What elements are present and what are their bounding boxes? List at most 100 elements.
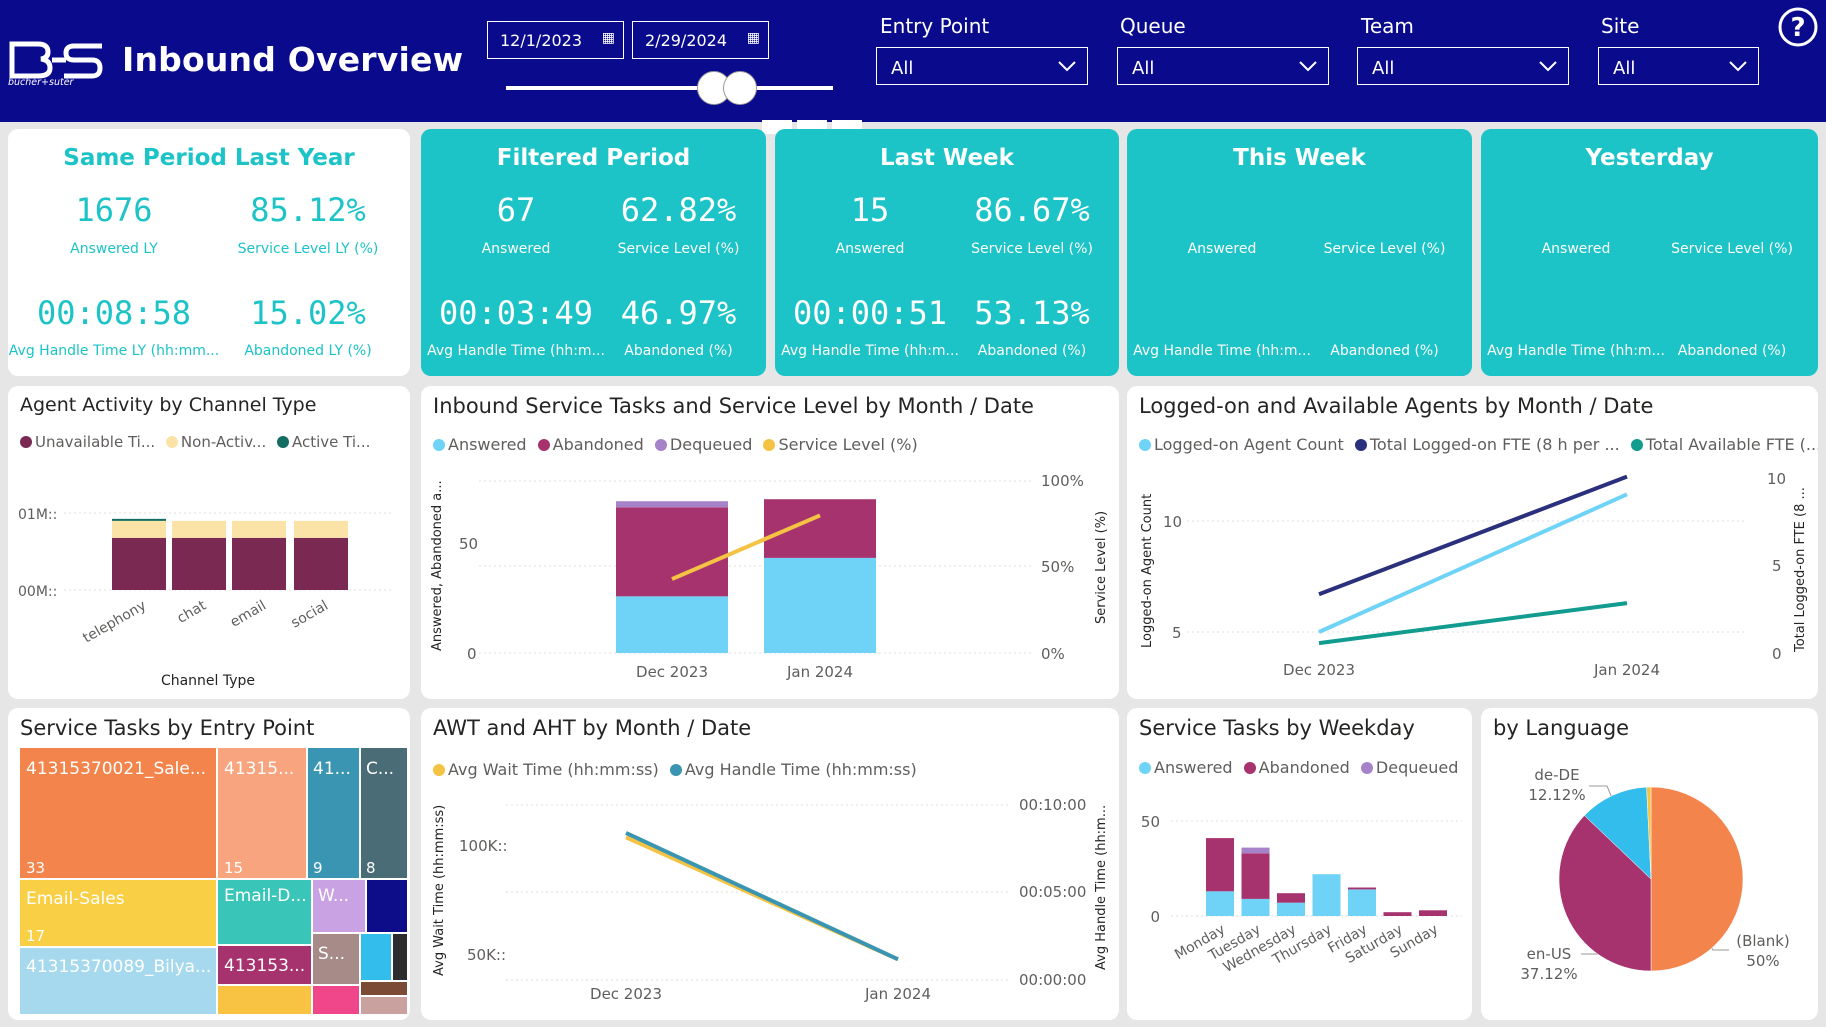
queue-dropdown[interactable]: All: [1117, 47, 1329, 85]
legend-label: Total Available FTE (...: [1645, 435, 1818, 454]
legend-item-answered[interactable]: Answered: [1139, 758, 1233, 777]
agent-activity-legend[interactable]: Unavailable Ti... Non-Activ... Active Ti…: [20, 433, 376, 451]
team-dropdown[interactable]: All: [1357, 47, 1569, 85]
bar-segment: [232, 520, 286, 538]
site-value: All: [1613, 58, 1636, 79]
treemap-tile[interactable]: [361, 982, 407, 995]
treemap-tile[interactable]: 413153...: [218, 946, 311, 984]
legend-item-answered[interactable]: Answered: [433, 435, 527, 454]
entry-point-label: Entry Point: [880, 14, 990, 38]
entry-point-dropdown[interactable]: All: [876, 47, 1088, 85]
legend-item-abandoned[interactable]: Abandoned: [1243, 758, 1350, 777]
awt-aht-chart[interactable]: 100K:: 50K:: 00:10:00 00:05:00 00:00:00 …: [421, 708, 1119, 1020]
treemap-tile[interactable]: Email-D...: [218, 880, 311, 944]
x-tick-label: email: [228, 598, 269, 631]
entry-point-treemap[interactable]: 41315370021_Sale... 33 41315... 15 41...…: [8, 708, 410, 1020]
weekday-panel[interactable]: Service Tasks by Weekday Answered Abando…: [1127, 708, 1472, 1020]
queue-value: All: [1132, 58, 1155, 79]
legend-dot: [277, 436, 290, 448]
x-tick-label: Jan 2024: [864, 985, 931, 1003]
legend-item-active[interactable]: Active Ti...: [277, 433, 370, 451]
legend-label: Avg Handle Time (hh:mm:ss): [684, 760, 917, 779]
awt-aht-panel[interactable]: AWT and AHT by Month / Date Avg Wait Tim…: [421, 708, 1119, 1020]
y-right-axis-title: Total Logged-on FTE (8 ...: [1793, 487, 1808, 653]
logged-on-agents-legend[interactable]: Logged-on Agent Count Total Logged-on FT…: [1139, 435, 1818, 454]
treemap-tile[interactable]: [393, 934, 407, 980]
legend-item-dequeued[interactable]: Dequeued: [654, 435, 753, 454]
legend-item-dequeued[interactable]: Dequeued: [1360, 758, 1459, 777]
end-date-input[interactable]: 2/29/2024 ▦: [632, 21, 769, 59]
language-panel[interactable]: by Language de-DE 12.12% en-US 37.12% (B…: [1481, 708, 1818, 1020]
service-tasks-legend[interactable]: Answered Abandoned Dequeued Service Leve…: [433, 435, 924, 454]
logo-text: bucher+suter: [8, 77, 75, 86]
legend-label: Dequeued: [1375, 758, 1459, 777]
panel-title: Logged-on and Available Agents by Month …: [1139, 394, 1654, 418]
treemap-tile[interactable]: C... 8: [361, 748, 407, 878]
y-tick-label: 50K::: [467, 946, 506, 964]
treemap-tile[interactable]: [218, 986, 311, 1014]
treemap-tile-label: W...: [318, 886, 349, 906]
bar-segment: [294, 537, 348, 590]
treemap-tile[interactable]: 41315... 15: [218, 748, 306, 878]
site-dropdown[interactable]: All: [1598, 47, 1759, 85]
treemap-tile[interactable]: S...: [313, 934, 359, 984]
treemap-tile[interactable]: [367, 880, 407, 932]
calendar-icon[interactable]: ▦: [601, 30, 615, 46]
service-tasks-month-chart[interactable]: 50 0 100% 50% 0% Answered, Abandoned a..…: [421, 386, 1119, 699]
logged-on-agents-chart[interactable]: 10 5 10 5 0 Logged-on Agent Count Total …: [1127, 386, 1818, 699]
treemap-tile[interactable]: [361, 997, 407, 1014]
legend-item-available-fte[interactable]: Total Available FTE (...: [1630, 435, 1818, 454]
calendar-icon[interactable]: ▦: [746, 30, 760, 46]
kpi-abandoned-label: Abandoned (%): [1330, 343, 1439, 359]
weekday-legend[interactable]: Answered Abandoned Dequeued: [1139, 758, 1464, 777]
legend-item-non-active[interactable]: Non-Activ...: [165, 433, 266, 451]
treemap-tile-label: 41315370021_Sale...: [26, 759, 206, 779]
legend-label: Logged-on Agent Count: [1154, 435, 1344, 454]
treemap-tile[interactable]: [361, 934, 391, 980]
legend-item-logged-on-fte[interactable]: Total Logged-on FTE (8 h per ...: [1354, 435, 1620, 454]
bar-segment: [1241, 847, 1270, 854]
treemap-tile-label: 41315370089_Bilya...: [26, 957, 211, 977]
treemap-tile-label: 413153...: [224, 956, 305, 976]
start-date-input[interactable]: 12/1/2023 ▦: [487, 21, 624, 59]
weekday-chart[interactable]: 50 0 MondayTuesdayWednesdayThursdayFrida…: [1127, 708, 1472, 1020]
legend-label: Dequeued: [669, 435, 753, 454]
legend-item-service-level[interactable]: Service Level (%): [763, 435, 918, 454]
bar-segment: [112, 518, 166, 521]
treemap-tile[interactable]: 41315370021_Sale... 33: [20, 748, 216, 878]
help-icon[interactable]: ?: [1778, 7, 1818, 47]
legend-dot: [763, 439, 776, 451]
legend-item-unavailable[interactable]: Unavailable Ti...: [20, 433, 155, 451]
kpi-card-filtered-period: Filtered Period 67 Answered 62.82% Servi…: [421, 129, 766, 376]
pie-slice: [1650, 786, 1744, 972]
kpi-aht-value: 00:08:58: [36, 294, 192, 332]
panel-title: Service Tasks by Entry Point: [20, 716, 315, 740]
treemap-tile[interactable]: Email-Sales 17: [20, 880, 216, 946]
treemap-tile[interactable]: [313, 986, 359, 1014]
legend-item-avg-wait-time[interactable]: Avg Wait Time (hh:mm:ss): [433, 760, 659, 779]
agent-activity-chart[interactable]: 01M:: 00M:: Channel Type telephony chat em…: [8, 386, 410, 699]
panel-title: by Language: [1493, 716, 1630, 740]
treemap-tile[interactable]: W...: [313, 880, 365, 932]
logged-on-agents-panel[interactable]: Logged-on and Available Agents by Month …: [1127, 386, 1818, 699]
kpi-aht-label: Avg Handle Time (hh:m...: [781, 343, 959, 359]
x-tick-label: Jan 2024: [1593, 661, 1660, 679]
treemap-tile[interactable]: 41... 9: [308, 748, 359, 878]
awt-aht-legend[interactable]: Avg Wait Time (hh:mm:ss) Avg Handle Time…: [433, 760, 923, 779]
legend-item-logged-on-agent-count[interactable]: Logged-on Agent Count: [1139, 435, 1344, 454]
legend-item-avg-handle-time[interactable]: Avg Handle Time (hh:mm:ss): [669, 760, 917, 779]
bar-segment: [616, 501, 728, 508]
x-tick-label: Dec 2023: [590, 985, 662, 1003]
y-tick-label: 10: [1163, 513, 1182, 531]
date-range-slider-end-handle[interactable]: [723, 71, 757, 105]
agent-activity-panel[interactable]: Agent Activity by Channel Type Unavailab…: [8, 386, 410, 699]
kpi-service-level-value: 62.82%: [620, 191, 737, 229]
treemap-tile[interactable]: 41315370089_Bilya...: [20, 948, 216, 1014]
service-tasks-month-panel[interactable]: Inbound Service Tasks and Service Level …: [421, 386, 1119, 699]
legend-label: Answered: [1154, 758, 1233, 777]
date-range-slider-track[interactable]: [506, 86, 833, 90]
bar-segment: [1241, 898, 1270, 916]
language-pie-chart[interactable]: de-DE 12.12% en-US 37.12% (Blank) 50%: [1481, 708, 1818, 1020]
entry-point-treemap-panel[interactable]: Service Tasks by Entry Point 41315370021…: [8, 708, 410, 1020]
legend-item-abandoned[interactable]: Abandoned: [537, 435, 644, 454]
